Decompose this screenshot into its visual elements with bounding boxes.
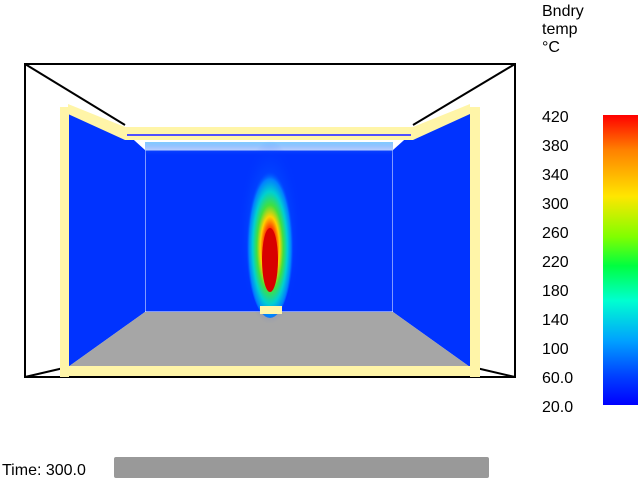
legend-tick: 300 (542, 196, 569, 213)
ceiling-beam (68, 104, 470, 140)
right-wall (393, 107, 470, 367)
legend-tick: 180 (542, 283, 569, 300)
legend-tick: 220 (542, 254, 569, 271)
floor (68, 312, 470, 367)
legend-tick: 380 (542, 138, 569, 155)
burner (260, 306, 282, 314)
legend-title-line-1: Bndry (542, 3, 584, 20)
legend-tick: 420 (542, 109, 569, 126)
legend-tick: 100 (542, 341, 569, 358)
legend-title-line-2: temp (542, 21, 578, 38)
legend-title: Bndry temp °C (542, 3, 632, 57)
legend-tick: 60.0 (542, 370, 574, 387)
right-post (470, 107, 480, 377)
legend-tick: 340 (542, 167, 569, 184)
boundary-temperature-scene (24, 63, 516, 378)
legend-tick: 140 (542, 312, 569, 329)
time-label: Time: 300.0 (2, 462, 86, 479)
time-slider[interactable] (114, 457, 489, 478)
legend-tick: 260 (542, 225, 569, 242)
left-wall (68, 107, 145, 367)
legend-tick: 20.0 (542, 399, 574, 416)
fire-plume-core (262, 228, 278, 292)
floor-beam (60, 366, 480, 376)
room-wireframe (24, 63, 516, 378)
legend-title-line-3: °C (542, 39, 560, 56)
temperature-colorbar (603, 115, 638, 405)
left-post (60, 107, 69, 377)
